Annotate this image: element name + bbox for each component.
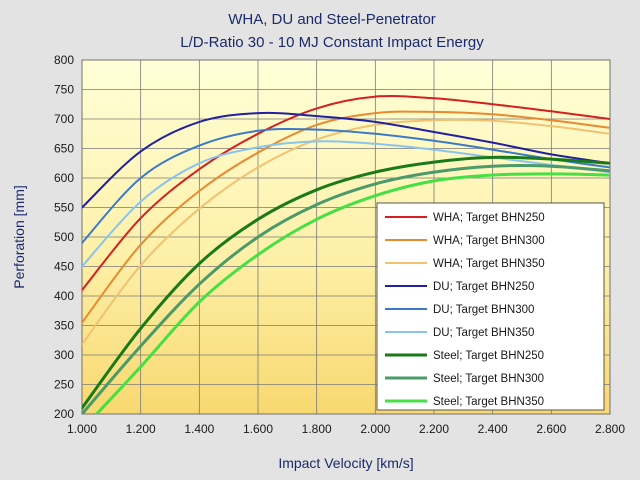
chart-subtitle: L/D-Ratio 30 - 10 MJ Constant Impact Ene… — [180, 34, 484, 51]
legend-label: WHA; Target BHN300 — [433, 235, 545, 247]
x-tick-label: 2.600 — [536, 422, 566, 436]
y-axis-title: Perforation [mm] — [11, 185, 27, 288]
legend-label: Steel; Target BHN350 — [433, 396, 544, 408]
x-tick-label: 2.800 — [595, 422, 625, 436]
x-tick-label: 1.000 — [67, 422, 97, 436]
legend-label: DU; Target BHN350 — [433, 327, 534, 339]
chart-title: WHA, DU and Steel-Penetrator — [228, 11, 436, 28]
y-tick-label: 750 — [54, 83, 74, 97]
legend-label: WHA; Target BHN350 — [433, 258, 545, 270]
series-line-du-target-bhn300 — [82, 128, 610, 244]
y-tick-label: 500 — [54, 230, 74, 244]
series-line-du-target-bhn250 — [82, 111, 610, 209]
series-line-steel-target-bhn350 — [95, 172, 610, 414]
series-line-du-target-bhn350 — [82, 140, 610, 268]
y-tick-label: 350 — [54, 319, 74, 333]
y-tick-label: 800 — [54, 53, 74, 67]
y-tick-label: 250 — [54, 378, 74, 392]
x-tick-label: 2.000 — [360, 422, 390, 436]
series-line-wha-target-bhn250 — [82, 94, 610, 292]
x-axis-title: Impact Velocity [km/s] — [278, 455, 413, 471]
y-tick-label: 300 — [54, 348, 74, 362]
series-lines — [82, 94, 610, 414]
y-tick-label: 550 — [54, 201, 74, 215]
y-tick-label: 650 — [54, 142, 74, 156]
y-tick-label: 200 — [54, 407, 74, 421]
x-tick-label: 2.400 — [478, 422, 508, 436]
series-line-wha-target-bhn300 — [82, 110, 610, 324]
series-line-steel-target-bhn300 — [82, 164, 610, 414]
y-tick-label: 700 — [54, 112, 74, 126]
x-tick-label: 1.200 — [126, 422, 156, 436]
series-line-steel-target-bhn250 — [82, 155, 610, 410]
x-tick-label: 1.800 — [302, 422, 332, 436]
x-tick-label: 1.600 — [243, 422, 273, 436]
legend-label: WHA; Target BHN250 — [433, 212, 545, 224]
y-tick-label: 450 — [54, 260, 74, 274]
legend-label: Steel; Target BHN300 — [433, 373, 544, 385]
x-tick-labels: 1.000 1.200 1.400 1.600 1.800 2.000 2.200 2.400… — [67, 422, 625, 436]
x-tick-label: 2.200 — [419, 422, 449, 436]
legend-label: DU; Target BHN300 — [433, 304, 534, 316]
y-tick-labels: 200 250 300 350 400 450 500 550 600 650 700 750 800 — [54, 53, 74, 421]
legend-box — [376, 202, 605, 411]
y-tick-label: 600 — [54, 171, 74, 185]
x-tick-label: 1.400 — [184, 422, 214, 436]
series-line-wha-target-bhn350 — [82, 118, 610, 346]
y-tick-label: 400 — [54, 289, 74, 303]
legend-label: Steel; Target BHN250 — [433, 350, 544, 362]
legend: WHA; Target BHN250 WHA; Target BHN300 WHA;… — [376, 202, 605, 411]
legend-label: DU; Target BHN250 — [433, 281, 534, 293]
